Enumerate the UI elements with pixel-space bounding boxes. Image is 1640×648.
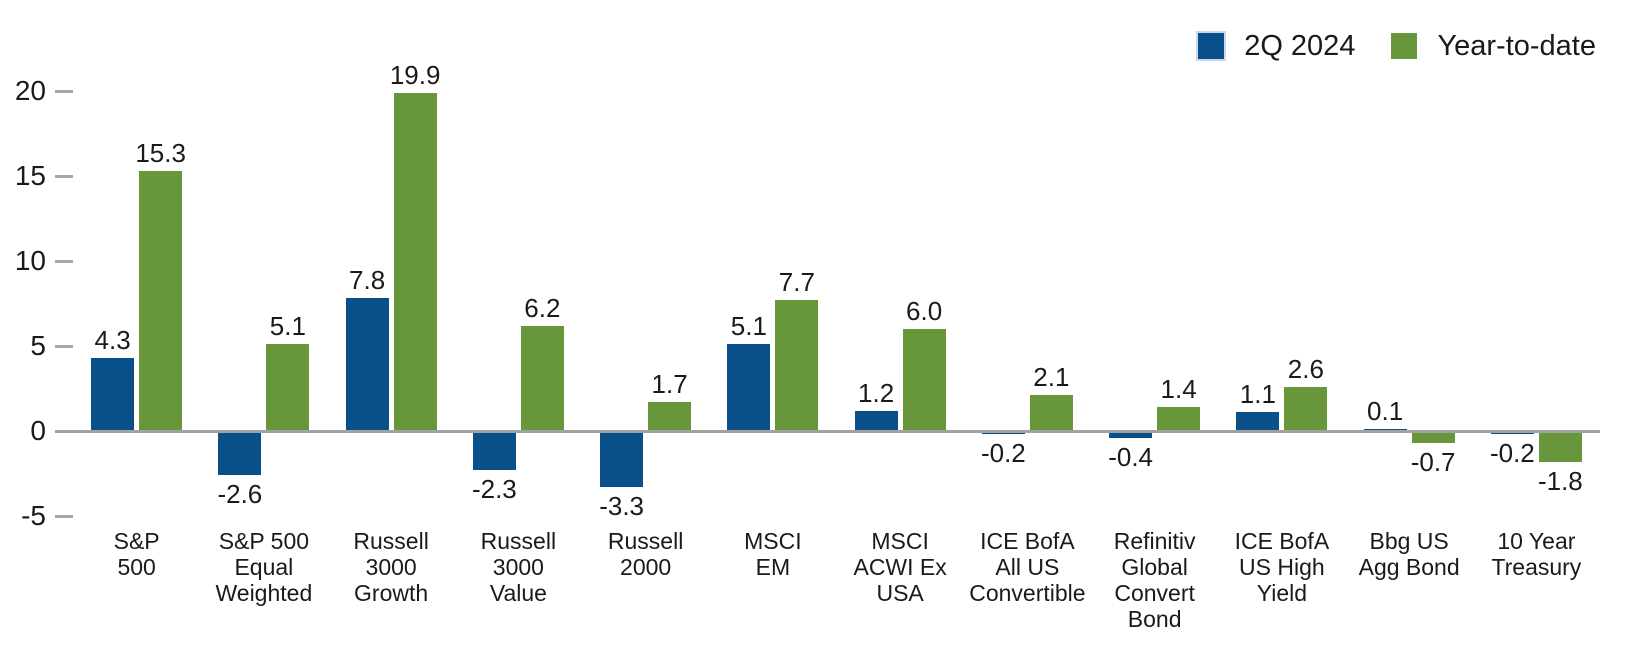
bar-value-label: 7.8 [349, 265, 386, 296]
legend-item-year-to-date: Year-to-date [1391, 30, 1596, 62]
y-axis-tick-label: 0 [30, 415, 46, 446]
bar-value-label: 1.1 [1239, 379, 1276, 410]
bar-value-label: 0.1 [1367, 396, 1404, 426]
bar-value-label: 1.2 [858, 377, 895, 408]
bar-value-label: 5.1 [730, 311, 767, 342]
y-axis-tick-mark [55, 514, 73, 518]
bar-value-label: -0.7 [1410, 446, 1456, 477]
bar-value-label: -0.4 [1108, 441, 1154, 472]
bar-2q-2024 [345, 298, 389, 431]
bar-2q-2024 [472, 431, 516, 471]
bar-value-label: 15.3 [135, 137, 186, 168]
bar-value-label: -0.2 [1489, 438, 1535, 469]
bar-year-to-date [1538, 431, 1582, 462]
bar-year-to-date [1029, 395, 1073, 431]
bar-year-to-date [775, 300, 819, 431]
bar-2q-2024 [727, 344, 771, 431]
chart-legend: 2Q 2024 Year-to-date [1198, 30, 1596, 62]
bar-year-to-date [902, 329, 946, 431]
category-label: Russell 3000 Growth [353, 528, 429, 606]
y-axis-tick-label: -5 [21, 500, 46, 531]
category-label: S&P 500 Equal Weighted [215, 528, 313, 606]
bar-value-label: 5.1 [269, 311, 306, 342]
bar-year-to-date [266, 344, 310, 431]
category-label: Bbg US Agg Bond [1358, 528, 1460, 580]
bar-year-to-date [393, 92, 437, 431]
bar-value-label: -2.6 [217, 479, 263, 510]
bar-year-to-date [1284, 386, 1328, 431]
y-axis-tick-mark [55, 259, 73, 263]
bar-value-label: -2.3 [471, 474, 517, 505]
category-label: MSCI ACWI Ex USA [853, 528, 947, 606]
bar-value-label: 1.7 [651, 369, 688, 400]
category-label: Russell 3000 Value [480, 528, 557, 606]
bar-value-label: -1.8 [1537, 465, 1583, 496]
bar-value-label: 6.2 [524, 292, 561, 323]
bar-2q-2024 [91, 357, 135, 431]
category-label: 10 Year Treasury [1491, 528, 1582, 580]
category-label: MSCI EM [744, 528, 802, 580]
category-label: ICE BofA US High Yield [1234, 528, 1330, 606]
bar-value-label: -3.3 [599, 491, 645, 522]
category-label: Refinitiv Global Convert Bond [1113, 528, 1196, 632]
legend-label-year-to-date: Year-to-date [1437, 30, 1596, 62]
y-axis-tick-label: 20 [14, 75, 46, 106]
x-axis-line [55, 430, 1600, 433]
bar-2q-2024 [1236, 412, 1280, 431]
legend-item-2q-2024: 2Q 2024 [1198, 30, 1355, 62]
bar-2q-2024 [218, 431, 262, 476]
legend-swatch-2q-2024 [1198, 33, 1225, 59]
category-label: ICE BofA All US Convertible [969, 528, 1086, 606]
y-axis-tick-label: 15 [14, 160, 46, 191]
legend-label-2q-2024: 2Q 2024 [1244, 30, 1356, 62]
bar-year-to-date [1157, 407, 1201, 431]
bar-value-label: 7.7 [778, 267, 815, 298]
bar-2q-2024 [1109, 431, 1153, 438]
legend-swatch-year-to-date [1391, 33, 1418, 59]
bar-2q-2024 [600, 431, 644, 488]
y-axis-tick-mark [55, 344, 73, 348]
bar-year-to-date [1411, 431, 1455, 443]
y-axis-tick-label: 10 [14, 245, 46, 276]
bar-year-to-date [139, 170, 183, 431]
bar-value-label: 4.3 [94, 324, 131, 355]
category-label: S&P 500 [113, 528, 160, 580]
bar-value-label: 2.1 [1033, 362, 1070, 393]
bar-value-label: -0.2 [980, 438, 1026, 469]
y-axis-tick-label: 5 [30, 330, 46, 361]
bar-2q-2024 [854, 410, 898, 431]
bar-value-label: 2.6 [1287, 353, 1324, 384]
bar-year-to-date [648, 402, 692, 431]
bar-value-label: 1.4 [1160, 374, 1197, 405]
bar-year-to-date [520, 325, 564, 431]
bar-value-label: 6.0 [906, 296, 943, 326]
bar-value-label: 19.9 [389, 59, 441, 90]
category-label: Russell 2000 [607, 528, 684, 580]
y-axis-tick-mark [55, 89, 73, 93]
y-axis-tick-mark [55, 174, 73, 178]
